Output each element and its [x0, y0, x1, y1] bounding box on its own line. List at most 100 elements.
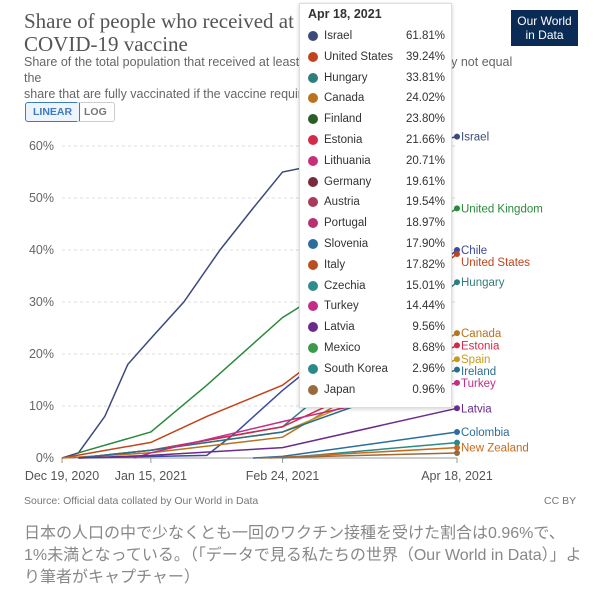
tooltip-value: 21.66% [405, 134, 445, 146]
tooltip-value: 18.97% [405, 217, 445, 230]
tooltip-row: Czechia 15.01% [300, 276, 453, 296]
tooltip-date: Apr 18, 2021 [308, 7, 382, 21]
series-line-japan [259, 452, 458, 459]
linear-scale-button[interactable]: LINEAR [25, 102, 81, 122]
series-color-dot [308, 280, 318, 291]
series-end-point [454, 330, 460, 337]
series-end-point [454, 342, 460, 349]
tooltip-row: Canada 24.02% [300, 88, 453, 108]
source-note[interactable]: Source: Official data collated by Our Wo… [24, 495, 259, 507]
tooltip-country: South Korea [324, 362, 388, 375]
tooltip-country: Czechia [324, 279, 366, 292]
series-end-point [454, 429, 460, 435]
series-color-dot [308, 259, 318, 270]
tooltip-row: Austria 19.54% [300, 192, 453, 212]
tooltip-value: 33.81% [405, 71, 445, 84]
tooltip-country: Italy [324, 258, 346, 271]
series-color-dot [308, 155, 318, 166]
tooltip-value: 2.96% [412, 362, 445, 375]
tooltip-value: 17.82% [405, 258, 445, 271]
tooltip-country: Lithuania [324, 154, 371, 167]
series-color-dot [308, 322, 318, 333]
series-end-point [454, 439, 460, 446]
tooltip-row: South Korea 2.96% [300, 359, 453, 379]
tooltip-value: 61.81% [405, 30, 445, 42]
tooltip-country: Germany [324, 175, 372, 188]
y-tick-label: 30% [29, 295, 54, 309]
series-end-point [454, 405, 460, 412]
tooltip-country: Japan [324, 383, 356, 396]
license-label[interactable]: CC BY [544, 495, 577, 507]
tooltip-country: Turkey [324, 300, 359, 313]
tooltip-country: Mexico [324, 342, 361, 354]
tooltip-country: Estonia [324, 134, 363, 146]
end-label: Canada [461, 328, 502, 340]
tooltip-value: 14.44% [405, 300, 445, 313]
x-tick-label: Jan 15, 2021 [115, 469, 187, 483]
log-scale-button[interactable]: LOG [77, 102, 115, 122]
series-line-latvia [78, 407, 458, 459]
tooltip-value: 15.01% [405, 279, 445, 292]
tooltip-country: Latvia [324, 321, 355, 334]
end-label: New Zealand [461, 443, 529, 455]
tooltip-row: United States 39.24% [300, 47, 453, 67]
end-label: Ireland [461, 366, 496, 378]
tooltip-value: 24.02% [405, 92, 445, 105]
series-color-dot [308, 51, 318, 62]
series-color-dot [308, 31, 318, 41]
tooltip-value: 17.90% [405, 238, 445, 250]
tooltip-country: Slovenia [324, 238, 369, 250]
series-color-dot [308, 197, 318, 208]
tooltip-row: Latvia 9.56% [300, 317, 453, 337]
series-color-dot [308, 343, 318, 353]
y-tick-label: 10% [29, 399, 54, 413]
series-color-dot [308, 135, 318, 145]
series-color-dot [308, 239, 318, 249]
series-line-israel [61, 135, 458, 459]
y-tick-label: 20% [29, 347, 54, 361]
x-axis-ticks: Dec 19, 2020 Jan 15, 2021 Feb 24, 2021 Apr … [25, 458, 493, 483]
hover-tooltip: Apr 18, 2021 Israel 61.81% United States 39… [299, 3, 452, 408]
tooltip-row: Finland 23.80% [300, 109, 453, 129]
series-end-point [454, 444, 460, 451]
tooltip-row: Germany 19.61% [300, 172, 453, 192]
tooltip-value: 8.68% [412, 342, 445, 354]
series-end-point [454, 379, 460, 386]
end-label: United Kingdom [461, 203, 543, 215]
x-tick-label: Apr 18, 2021 [421, 469, 493, 483]
tooltip-value: 39.24% [405, 50, 445, 63]
series-end-point [454, 133, 460, 140]
tooltip-value: 0.96% [412, 383, 445, 396]
series-end-point [454, 366, 460, 373]
tooltip-country: Canada [324, 92, 365, 105]
end-label: United States [461, 257, 530, 269]
tooltip-value: 19.54% [405, 196, 445, 209]
series-color-dot [308, 301, 318, 312]
y-axis-ticks: 0% 10% 20% 30% 40% 50% 60% [29, 139, 54, 465]
tooltip-value: 20.71% [405, 154, 445, 167]
series-color-dot [308, 93, 318, 104]
tooltip-country: United States [324, 50, 394, 63]
y-tick-label: 60% [29, 139, 54, 153]
tooltip-row: Estonia 21.66% [300, 130, 453, 150]
end-label: Hungary [461, 277, 505, 289]
tooltip-country: Austria [324, 196, 360, 209]
tooltip-row: Lithuania 20.71% [300, 151, 453, 171]
series-color-dot [308, 176, 318, 187]
series-color-dot [308, 218, 318, 229]
end-label: Colombia [461, 427, 510, 439]
tooltip-row: Hungary 33.81% [300, 68, 453, 88]
x-tick-label: Feb 24, 2021 [246, 469, 320, 483]
owid-logo[interactable]: Our World in Data [511, 10, 578, 46]
end-label: Chile [461, 245, 487, 257]
end-label: Turkey [461, 378, 496, 390]
end-label: Estonia [461, 340, 500, 352]
y-tick-label: 0% [36, 451, 54, 465]
tooltip-row: Turkey 14.44% [300, 296, 453, 316]
tooltip-row: Israel 61.81% [300, 26, 453, 46]
tooltip-row: Japan 0.96% [300, 380, 453, 400]
series-color-dot [308, 363, 318, 374]
series-color-dot [308, 114, 318, 125]
series-end-point [454, 250, 460, 257]
